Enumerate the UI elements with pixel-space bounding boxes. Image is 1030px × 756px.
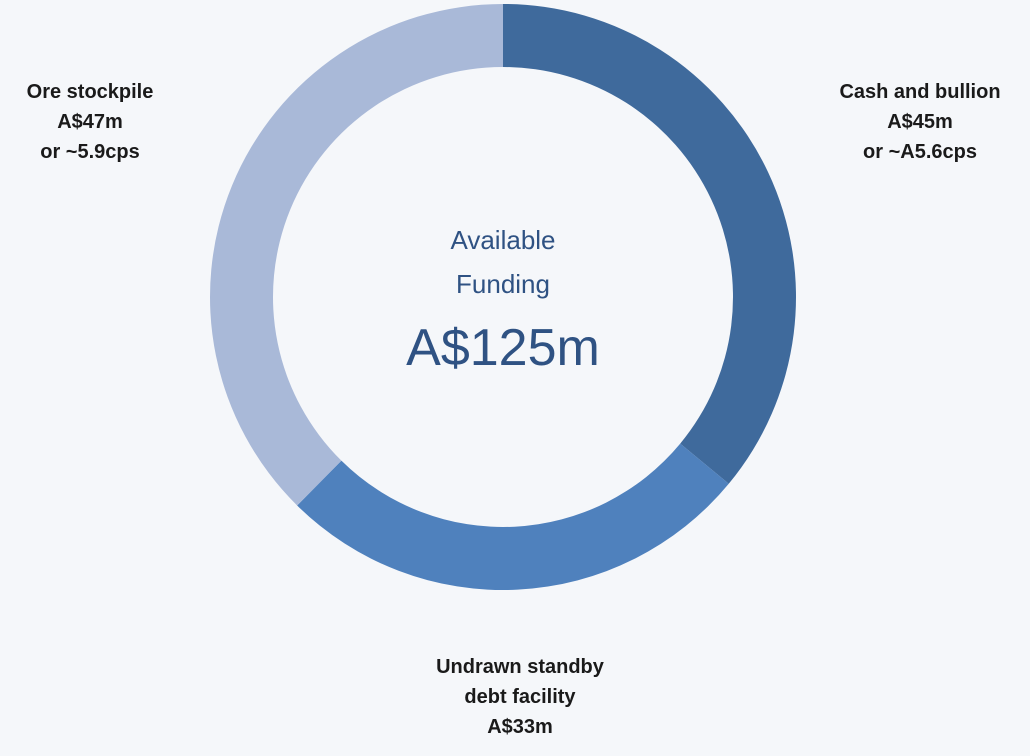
note-label: or ~A5.6cps — [863, 141, 977, 163]
donut-slice — [210, 3, 503, 506]
category-label: Ore stockpile — [26, 81, 154, 103]
value-label: A$33m — [487, 716, 553, 738]
value-label: A$45m — [887, 111, 953, 133]
slice-label: Cash and bullion A$45m or ~A5.6cps — [810, 77, 1030, 167]
slice-label: Ore stockpile A$47m or ~5.9cps — [0, 77, 190, 167]
slice-label: Undrawn standby debt facility A$33m — [430, 652, 610, 742]
value-label: A$47m — [57, 111, 123, 133]
category-label: Cash and bullion — [839, 81, 1001, 103]
total-label: A$125m — [406, 319, 600, 377]
center-label: Available Funding — [450, 225, 556, 299]
note-label: or ~5.9cps — [40, 141, 140, 163]
donut-slice — [297, 443, 729, 590]
donut-slice — [503, 4, 796, 484]
category-label: Undrawn standby debt facility — [436, 656, 604, 708]
